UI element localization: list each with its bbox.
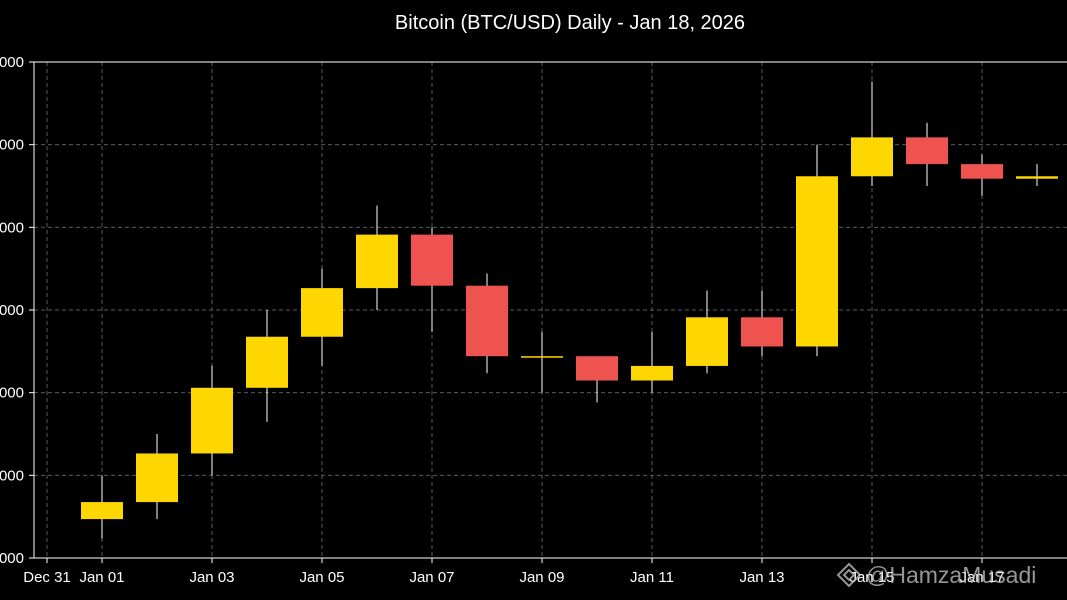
candle-jan-02: [136, 434, 178, 520]
candle-jan-14: [796, 144, 838, 357]
candle-body: [906, 137, 948, 165]
x-tick-label: Jan 09: [519, 569, 564, 586]
candle-body: [851, 137, 893, 177]
watermark-text: @HamzaMusadi: [866, 561, 1037, 588]
x-tick-label: Jan 07: [409, 569, 454, 586]
x-tick-label: Jan 15: [849, 569, 894, 586]
candle-jan-13: [741, 290, 783, 357]
y-tick-label: 000: [0, 54, 24, 71]
candle-body: [961, 164, 1003, 179]
x-tick-label: Jan 13: [739, 569, 784, 586]
candle-body: [521, 356, 563, 358]
candle-jan-03: [191, 365, 233, 476]
candle-body: [411, 234, 453, 286]
y-tick-label: 000: [0, 302, 24, 319]
y-tick-label: 000: [0, 385, 24, 402]
candle-body: [631, 365, 673, 381]
candle-body: [686, 317, 728, 366]
axes: [29, 61, 1067, 563]
candle-jan-04: [246, 310, 288, 422]
candle-body: [301, 288, 343, 337]
x-tick-labels: Dec 31 Jan 01 Jan 03 Jan 05 Jan 07 Jan 09 Jan …: [23, 569, 1004, 586]
x-tick-label: Jan 17: [959, 569, 1004, 586]
candle-jan-05: [301, 268, 343, 366]
x-tick-label: Jan 03: [189, 569, 234, 586]
candle-jan-09: [521, 331, 563, 393]
x-tick-label: Jan 11: [630, 569, 674, 586]
watermark: @HamzaMusadi: [836, 558, 1036, 592]
candle-body: [246, 336, 288, 388]
y-tick-label: 000: [0, 137, 24, 154]
candle-jan-06: [356, 205, 398, 310]
candle-jan-12: [686, 290, 728, 374]
y-tick-label: 000: [0, 467, 24, 484]
candles: [81, 81, 1058, 539]
y-tick-labels: 000 000 000 000 000 000 000: [0, 54, 24, 567]
binance-diamond-icon: [836, 562, 862, 588]
candle-body: [136, 453, 178, 503]
candle-body: [576, 356, 618, 381]
candle-body: [796, 176, 838, 347]
candle-jan-07: [411, 227, 453, 332]
candle-jan-08: [466, 273, 508, 374]
candle-jan-10: [576, 356, 618, 403]
candle-body: [356, 234, 398, 289]
candle-jan-16: [906, 122, 948, 186]
candle-body: [466, 285, 508, 357]
y-tick-label: 000: [0, 219, 24, 236]
candle-body: [191, 387, 233, 454]
y-tick-label: 000: [0, 550, 24, 567]
candle-body: [81, 502, 123, 520]
chart-title: Bitcoin (BTC/USD) Daily - Jan 18, 2026: [394, 12, 746, 34]
candle-jan-18: [1016, 164, 1058, 186]
candle-body: [741, 317, 783, 347]
x-tick-label: Dec 31: [23, 569, 71, 586]
candle-jan-17: [961, 154, 1003, 196]
candle-jan-11: [631, 331, 673, 393]
x-tick-label: Jan 01: [79, 569, 124, 586]
x-tick-label: Jan 05: [299, 569, 344, 586]
candle-body: [1016, 176, 1058, 179]
candle-jan-15: [851, 81, 893, 186]
plot-area: [34, 62, 1067, 558]
candle-jan-01: [81, 475, 123, 539]
